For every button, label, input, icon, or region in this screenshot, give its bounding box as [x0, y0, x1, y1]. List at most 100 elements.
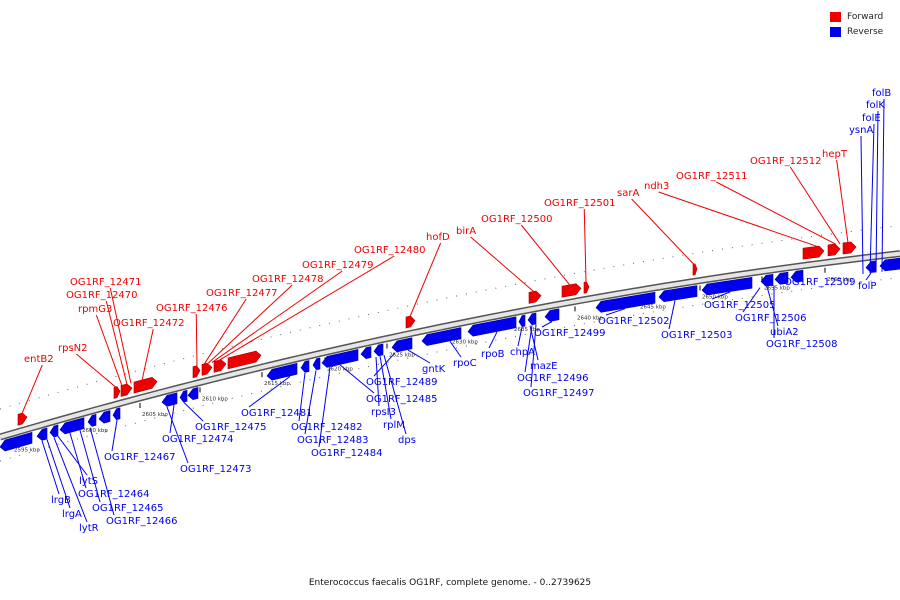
gene-label[interactable]: lytS	[79, 476, 98, 487]
gene-label[interactable]: OG1RF_12477	[206, 288, 278, 299]
reverse-gene-arrow[interactable]	[36, 427, 48, 441]
gene-label[interactable]: OG1RF_12470	[66, 290, 138, 301]
gene-label[interactable]: OG1RF_12485	[366, 394, 438, 405]
forward-gene-arrow[interactable]	[405, 315, 416, 329]
forward-gene-arrow[interactable]	[827, 243, 841, 257]
forward-gene-arrow[interactable]	[213, 359, 227, 373]
reverse-gene-arrow[interactable]	[865, 260, 877, 273]
reverse-gene-arrow[interactable]	[266, 362, 298, 381]
gene-label[interactable]: chpA	[510, 347, 535, 358]
reverse-gene-arrow[interactable]	[760, 273, 774, 287]
reverse-gene-arrow[interactable]	[527, 312, 537, 326]
forward-gene-arrow[interactable]	[113, 386, 121, 399]
forward-gene-arrow[interactable]	[120, 383, 133, 397]
gene-label[interactable]: OG1RF_12501	[544, 198, 616, 209]
gene-label[interactable]: gntK	[422, 364, 446, 375]
reverse-gene-arrow[interactable]	[595, 291, 656, 313]
gene-label[interactable]: rpsI3	[371, 407, 396, 418]
gene-label[interactable]: folB	[872, 88, 891, 99]
gene-label[interactable]: OG1RF_12508	[766, 339, 838, 350]
reverse-gene-arrow[interactable]	[467, 316, 517, 337]
reverse-gene-arrow[interactable]	[161, 392, 178, 407]
gene-label[interactable]: OG1RF_12511	[676, 171, 748, 182]
gene-label[interactable]: hofD	[426, 232, 450, 243]
gene-label[interactable]: sarA	[617, 188, 639, 199]
reverse-gene-arrow[interactable]	[790, 269, 804, 283]
gene-label[interactable]: OG1RF_12481	[241, 408, 313, 419]
gene-label[interactable]: OG1RF_12499	[534, 328, 606, 339]
reverse-gene-arrow[interactable]	[360, 346, 372, 359]
gene-label[interactable]: OG1RF_12474	[162, 434, 234, 445]
gene-label[interactable]: OG1RF_12502	[598, 316, 670, 327]
gene-label[interactable]: dps	[398, 435, 416, 446]
gene-label[interactable]: OG1RF_12489	[366, 377, 438, 388]
reverse-gene-arrow[interactable]	[321, 349, 359, 368]
gene-label[interactable]: OG1RF_12480	[354, 245, 426, 256]
reverse-gene-arrow[interactable]	[879, 257, 900, 272]
gene-label[interactable]: OG1RF_12478	[252, 274, 324, 285]
reverse-gene-arrow[interactable]	[87, 413, 97, 427]
gene-label[interactable]: rpsN2	[58, 343, 88, 354]
reverse-gene-arrow[interactable]	[0, 431, 33, 452]
gene-label[interactable]: OG1RF_12479	[302, 260, 374, 271]
gene-label[interactable]: OG1RF_12500	[481, 214, 553, 225]
gene-label[interactable]: entB2	[24, 354, 54, 365]
reverse-gene-arrow[interactable]	[391, 337, 413, 353]
forward-gene-arrow[interactable]	[528, 290, 542, 304]
reverse-gene-arrow[interactable]	[98, 410, 111, 424]
gene-label[interactable]: lrgA	[62, 509, 82, 520]
gene-label[interactable]: rpmG3	[78, 304, 112, 315]
reverse-gene-arrow[interactable]	[300, 360, 310, 373]
gene-label[interactable]: OG1RF_12483	[297, 435, 369, 446]
gene-label[interactable]: OG1RF_12472	[113, 318, 185, 329]
forward-gene-arrow[interactable]	[201, 362, 213, 376]
gene-label[interactable]: folP	[858, 281, 876, 292]
gene-label[interactable]: OG1RF_12509	[784, 277, 856, 288]
gene-label[interactable]: folE	[862, 113, 881, 124]
gene-label[interactable]: folK	[866, 100, 885, 111]
gene-label[interactable]: OG1RF_12512	[750, 156, 822, 167]
reverse-gene-arrow[interactable]	[59, 417, 85, 435]
gene-label[interactable]: OG1RF_12466	[106, 516, 178, 527]
forward-gene-arrow[interactable]	[583, 281, 590, 294]
gene-label[interactable]: OG1RF_12476	[156, 303, 228, 314]
gene-label[interactable]: OG1RF_12467	[104, 452, 176, 463]
gene-label[interactable]: OG1RF_12471	[70, 277, 142, 288]
gene-label[interactable]: OG1RF_12484	[311, 448, 383, 459]
gene-label[interactable]: OG1RF_12505	[704, 300, 776, 311]
forward-gene-arrow[interactable]	[692, 263, 698, 276]
gene-label[interactable]: rplM	[383, 420, 405, 431]
reverse-gene-arrow[interactable]	[187, 387, 199, 401]
gene-label[interactable]: lrgB	[51, 495, 71, 506]
forward-gene-arrow[interactable]	[133, 376, 158, 394]
gene-label[interactable]: rpoC	[453, 358, 477, 369]
reverse-gene-arrow[interactable]	[701, 276, 753, 296]
reverse-gene-arrow[interactable]	[658, 285, 698, 303]
gene-label[interactable]: ndh3	[644, 181, 669, 192]
gene-label[interactable]: birA	[456, 226, 476, 237]
gene-label[interactable]: OG1RF_12473	[180, 464, 252, 475]
reverse-gene-arrow[interactable]	[544, 308, 560, 322]
gene-label[interactable]: lytR	[79, 523, 99, 534]
gene-label[interactable]: OG1RF_12497	[523, 388, 595, 399]
reverse-gene-arrow[interactable]	[49, 424, 59, 438]
gene-label[interactable]: OG1RF_12465	[92, 503, 164, 514]
forward-gene-arrow[interactable]	[192, 365, 201, 379]
forward-gene-arrow[interactable]	[561, 283, 582, 298]
reverse-gene-arrow[interactable]	[112, 407, 121, 421]
forward-gene-arrow[interactable]	[802, 245, 825, 260]
reverse-gene-arrow[interactable]	[421, 327, 462, 346]
gene-label[interactable]: OG1RF_12475	[195, 422, 267, 433]
gene-label[interactable]: ysnA	[849, 125, 873, 136]
forward-gene-arrow[interactable]	[227, 350, 262, 370]
forward-gene-arrow[interactable]	[17, 412, 28, 426]
gene-label[interactable]: rpoB	[481, 349, 505, 360]
gene-label[interactable]: OG1RF_12464	[78, 489, 150, 500]
reverse-gene-arrow[interactable]	[518, 314, 526, 327]
gene-label[interactable]: OG1RF_12482	[291, 422, 363, 433]
gene-label[interactable]: OG1RF_12496	[517, 373, 589, 384]
gene-label[interactable]: ubiA2	[770, 327, 799, 338]
gene-label[interactable]: OG1RF_12506	[735, 313, 807, 324]
gene-label[interactable]: hepT	[822, 149, 848, 160]
forward-gene-arrow[interactable]	[842, 241, 857, 255]
